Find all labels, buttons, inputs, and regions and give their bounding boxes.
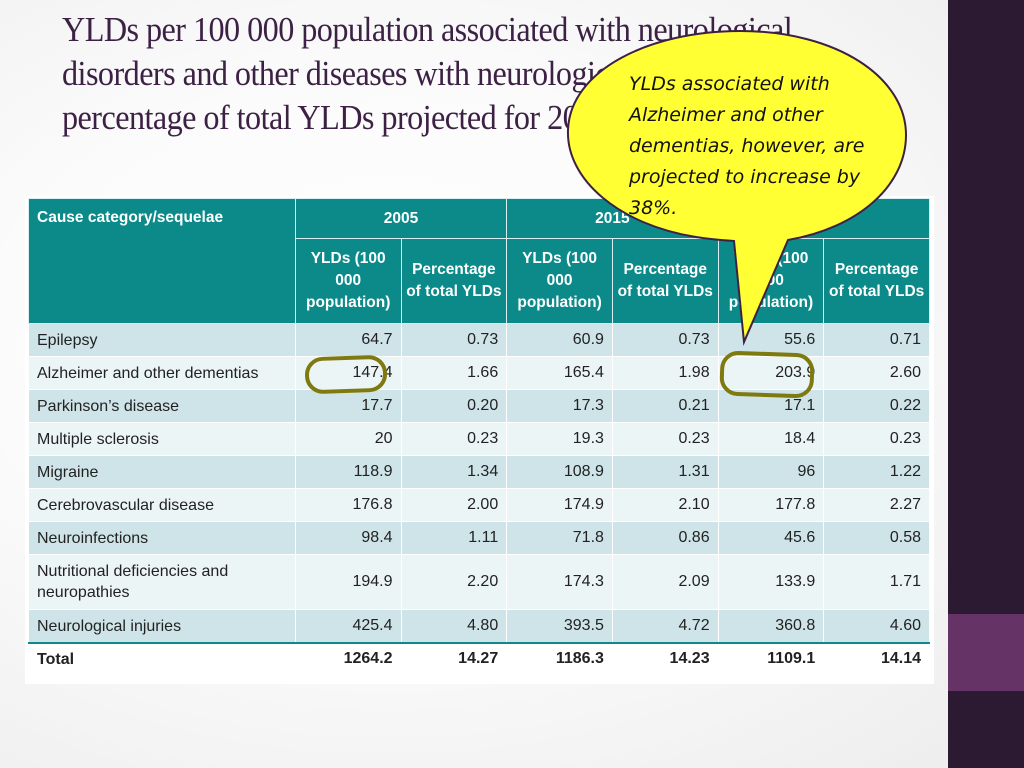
value-cell: 2.10 bbox=[611, 488, 719, 522]
cause-column-header: Cause category/sequelae bbox=[28, 198, 296, 324]
total-value-cell: 14.27 bbox=[400, 642, 508, 675]
value-cell: 174.9 bbox=[506, 488, 613, 522]
value-cell: 425.4 bbox=[294, 609, 402, 644]
value-cell: 360.8 bbox=[717, 609, 825, 644]
value-cell: 118.9 bbox=[294, 455, 402, 489]
value-cell: 1.31 bbox=[611, 455, 719, 489]
value-cell: 0.22 bbox=[823, 389, 930, 423]
value-cell: 0.23 bbox=[611, 422, 719, 456]
value-cell: 2.27 bbox=[823, 488, 930, 522]
value-cell: 20 bbox=[294, 422, 402, 456]
value-cell: 176.8 bbox=[294, 488, 402, 522]
value-cell: 4.72 bbox=[611, 609, 719, 644]
cause-cell: Epilepsy bbox=[28, 323, 296, 357]
value-cell: 165.4 bbox=[506, 356, 613, 390]
table-row: Epilepsy 64.7 0.73 60.9 0.73 55.6 0.71 bbox=[28, 323, 930, 357]
value-cell: 1.22 bbox=[823, 455, 930, 489]
yld-table: Cause category/sequelae 2005 2015 2030 Y… bbox=[28, 198, 931, 675]
table-card: Cause category/sequelae 2005 2015 2030 Y… bbox=[25, 196, 934, 684]
table-row: Neuroinfections 98.4 1.11 71.8 0.86 45.6… bbox=[28, 521, 930, 555]
value-cell: 60.9 bbox=[506, 323, 613, 357]
total-row: Total 1264.2 14.27 1186.3 14.23 1109.1 1… bbox=[28, 642, 930, 675]
value-cell: 0.58 bbox=[823, 521, 930, 555]
table-row: Alzheimer and other dementias 147.4 1.66… bbox=[28, 356, 930, 390]
value-cell: 17.3 bbox=[506, 389, 613, 423]
cause-cell: Cerebrovascular disease bbox=[28, 488, 296, 522]
value-cell: 1.66 bbox=[400, 356, 508, 390]
cause-cell: Parkinson’s disease bbox=[28, 389, 296, 423]
value-cell: 0.23 bbox=[400, 422, 508, 456]
value-cell: 45.6 bbox=[717, 521, 825, 555]
sidebar-accent-block bbox=[948, 614, 1024, 691]
cause-cell: Nutritional deficiencies and neuropathie… bbox=[28, 554, 296, 610]
value-cell: 2.00 bbox=[400, 488, 508, 522]
value-cell: 133.9 bbox=[717, 554, 825, 610]
value-cell: 1.98 bbox=[611, 356, 719, 390]
total-value-cell: 1186.3 bbox=[506, 642, 613, 675]
total-value-cell: 1264.2 bbox=[294, 642, 402, 675]
total-value-cell: 1109.1 bbox=[717, 642, 825, 675]
year-header-2005: 2005 bbox=[294, 198, 508, 239]
value-cell: 2.60 bbox=[823, 356, 930, 390]
value-cell: 64.7 bbox=[294, 323, 402, 357]
table-row: Multiple sclerosis 20 0.23 19.3 0.23 18.… bbox=[28, 422, 930, 456]
value-cell: 1.34 bbox=[400, 455, 508, 489]
value-cell: 19.3 bbox=[506, 422, 613, 456]
cause-cell: Neurological injuries bbox=[28, 609, 296, 644]
total-label-cell: Total bbox=[28, 642, 296, 675]
value-cell: 147.4 bbox=[294, 356, 402, 390]
value-cell: 0.73 bbox=[611, 323, 719, 357]
percentage-subheader: Percentage of total YLDs bbox=[611, 238, 719, 324]
annotation-circle-2005-alzheimer bbox=[304, 354, 388, 395]
cause-cell: Neuroinfections bbox=[28, 521, 296, 555]
value-cell: 0.23 bbox=[823, 422, 930, 456]
value-cell: 17.7 bbox=[294, 389, 402, 423]
value-cell: 0.86 bbox=[611, 521, 719, 555]
value-cell: 71.8 bbox=[506, 521, 613, 555]
value-cell: 108.9 bbox=[506, 455, 613, 489]
cause-cell: Multiple sclerosis bbox=[28, 422, 296, 456]
value-cell: 393.5 bbox=[506, 609, 613, 644]
value-cell: 0.21 bbox=[611, 389, 719, 423]
value-cell: 98.4 bbox=[294, 521, 402, 555]
value-cell: 0.71 bbox=[823, 323, 930, 357]
callout-text: YLDs associated with Alzheimer and other… bbox=[629, 73, 865, 219]
total-value-cell: 14.23 bbox=[611, 642, 719, 675]
total-value-cell: 14.14 bbox=[823, 642, 930, 675]
percentage-subheader: Percentage of total YLDs bbox=[400, 238, 508, 324]
value-cell: 177.8 bbox=[717, 488, 825, 522]
table-row: Parkinson’s disease 17.7 0.20 17.3 0.21 … bbox=[28, 389, 930, 423]
annotation-circle-2030-alzheimer bbox=[719, 350, 815, 399]
value-cell: 0.73 bbox=[400, 323, 508, 357]
ylds-subheader: YLDs (100 000 population) bbox=[717, 238, 825, 324]
cause-cell: Alzheimer and other dementias bbox=[28, 356, 296, 390]
value-cell: 2.20 bbox=[400, 554, 508, 610]
table-row: Migraine 118.9 1.34 108.9 1.31 96 1.22 bbox=[28, 455, 930, 489]
percentage-subheader: Percentage of total YLDs bbox=[823, 238, 930, 324]
ylds-subheader: YLDs (100 000 population) bbox=[294, 238, 402, 324]
ylds-subheader: YLDs (100 000 population) bbox=[506, 238, 613, 324]
value-cell: 4.60 bbox=[823, 609, 930, 644]
value-cell: 96 bbox=[717, 455, 825, 489]
cause-cell: Migraine bbox=[28, 455, 296, 489]
value-cell: 1.11 bbox=[400, 521, 508, 555]
value-cell: 203.9 bbox=[717, 356, 825, 390]
value-cell: 174.3 bbox=[506, 554, 613, 610]
value-cell: 17.1 bbox=[717, 389, 825, 423]
table-row: Nutritional deficiencies and neuropathie… bbox=[28, 554, 930, 610]
value-cell: 0.20 bbox=[400, 389, 508, 423]
value-cell: 2.09 bbox=[611, 554, 719, 610]
table-row: Neurological injuries 425.4 4.80 393.5 4… bbox=[28, 609, 930, 644]
value-cell: 4.80 bbox=[400, 609, 508, 644]
table-row: Cerebrovascular disease 176.8 2.00 174.9… bbox=[28, 488, 930, 522]
value-cell: 18.4 bbox=[717, 422, 825, 456]
value-cell: 194.9 bbox=[294, 554, 402, 610]
value-cell: 1.71 bbox=[823, 554, 930, 610]
